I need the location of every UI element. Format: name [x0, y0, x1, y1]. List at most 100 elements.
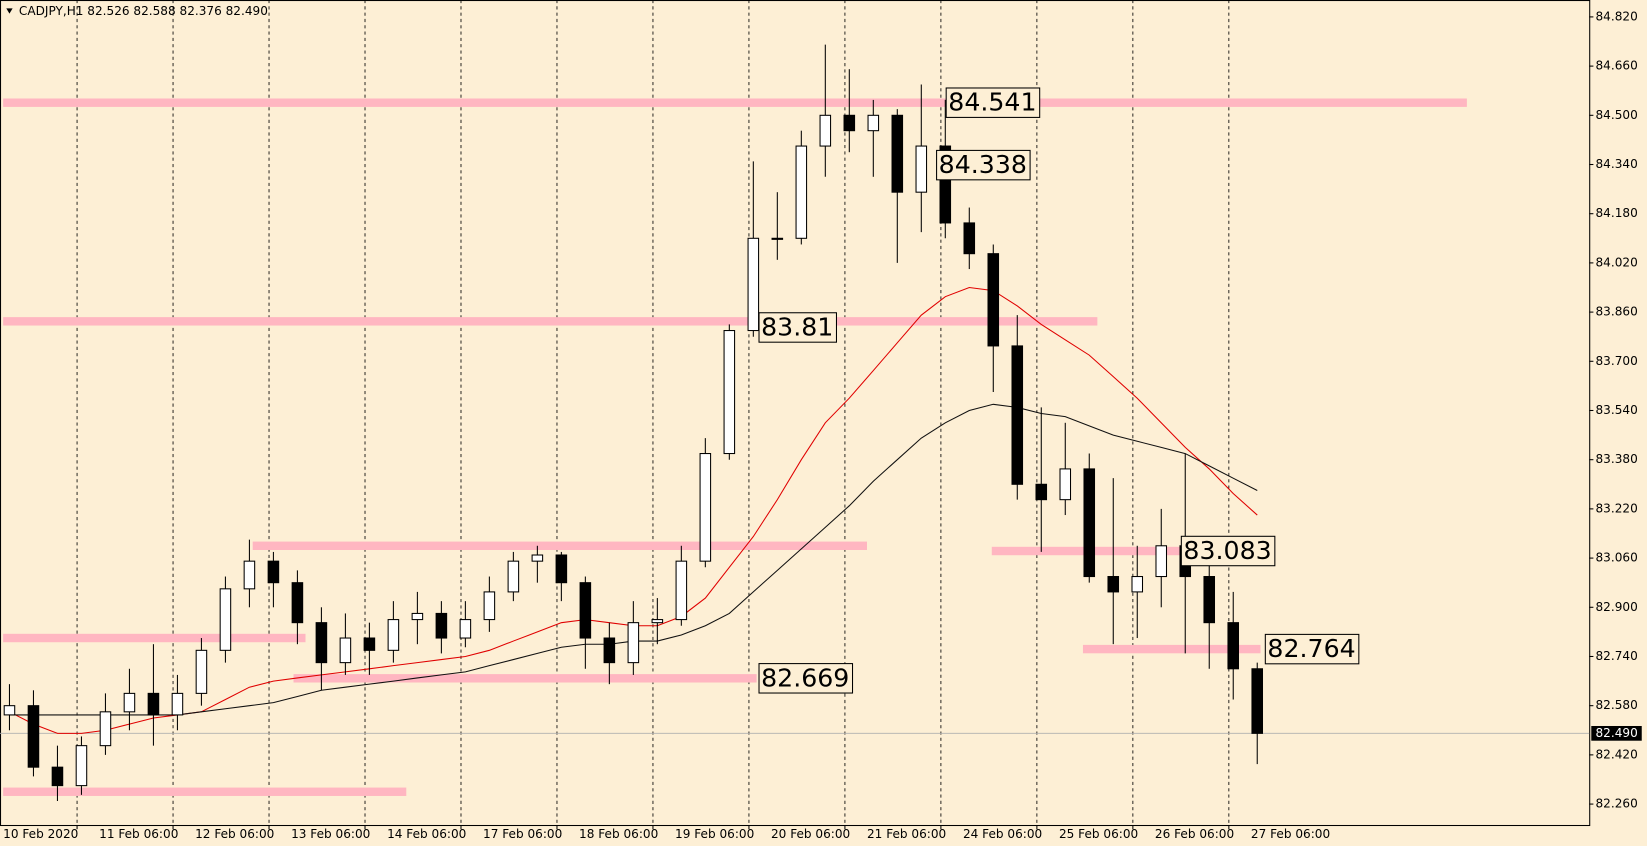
- candle-body: [651, 619, 664, 624]
- y-tick-label: 82.260: [1595, 797, 1637, 811]
- candle-body: [99, 711, 112, 747]
- menu-arrow: [6, 8, 13, 14]
- current-price-label: 82.490: [1595, 726, 1637, 740]
- x-tick-label: 13 Feb 06:00: [291, 827, 370, 841]
- candle-body: [963, 222, 976, 255]
- candle-body: [675, 560, 688, 621]
- y-tick-label: 84.500: [1595, 108, 1637, 122]
- candle-body: [699, 453, 712, 562]
- candle-body: [243, 560, 256, 590]
- zone: [1082, 644, 1261, 654]
- candle-body: [1059, 468, 1072, 501]
- candle-body: [1203, 576, 1216, 624]
- candle-body: [219, 588, 232, 651]
- candle-body: [267, 560, 280, 584]
- annotation-label: 82.764: [1267, 634, 1355, 663]
- candle-body: [627, 622, 640, 664]
- zone: [3, 787, 407, 796]
- candle-body: [555, 554, 568, 584]
- candle-body: [51, 766, 64, 787]
- y-tick-label: 84.660: [1595, 59, 1637, 73]
- candle-body: [939, 145, 952, 224]
- y-tick-label: 84.340: [1595, 157, 1637, 171]
- y-tick-label: 84.020: [1595, 255, 1637, 269]
- zone: [3, 98, 1467, 107]
- x-tick-label: 18 Feb 06:00: [579, 827, 658, 841]
- candle-body: [819, 114, 832, 147]
- candle-body: [75, 745, 88, 787]
- y-tick-label: 84.180: [1595, 206, 1637, 220]
- candle-body: [531, 554, 544, 562]
- y-tick-label: 84.820: [1595, 9, 1637, 23]
- annotation-label: 83.083: [1183, 536, 1271, 565]
- candle-body: [459, 619, 472, 639]
- annotation-label: 83.81: [761, 313, 833, 342]
- x-tick-label: 19 Feb 06:00: [675, 827, 754, 841]
- y-tick-label: 83.540: [1595, 403, 1637, 417]
- x-tick-label: 26 Feb 06:00: [1155, 827, 1234, 841]
- x-tick-label: 10 Feb 2020: [3, 827, 78, 841]
- candle-body: [771, 237, 784, 240]
- annotation-box: [945, 87, 1041, 118]
- annotation-label: 84.338: [939, 150, 1027, 179]
- zone: [3, 633, 306, 643]
- candle-body: [723, 330, 736, 455]
- candle-body: [987, 253, 1000, 347]
- x-tick-label: 21 Feb 06:00: [867, 827, 946, 841]
- zone: [3, 317, 1098, 326]
- candle-body: [435, 612, 448, 639]
- candle-body: [1227, 622, 1240, 670]
- annotation-box: [1180, 535, 1276, 567]
- y-tick-label: 83.220: [1595, 501, 1637, 515]
- x-tick-label: 24 Feb 06:00: [963, 827, 1042, 841]
- x-tick-label: 14 Feb 06:00: [387, 827, 466, 841]
- candle-body: [915, 145, 928, 193]
- candle-body: [147, 692, 160, 716]
- candle-body: [795, 145, 808, 239]
- y-tick-label: 83.860: [1595, 305, 1637, 319]
- candle-body: [867, 114, 880, 132]
- candle-body: [315, 622, 328, 664]
- x-tick-label: 17 Feb 06:00: [483, 827, 562, 841]
- candle-body: [27, 705, 40, 768]
- candle-body: [843, 114, 856, 132]
- x-tick-label: 25 Feb 06:00: [1059, 827, 1138, 841]
- zone: [293, 674, 757, 683]
- y-tick-label: 83.380: [1595, 452, 1637, 466]
- candle-body: [339, 637, 352, 664]
- candle-body: [483, 591, 496, 621]
- annotation-label: 82.669: [761, 663, 849, 692]
- candle-body: [1035, 483, 1048, 501]
- candle-body: [1083, 468, 1096, 578]
- candle-body: [171, 692, 184, 716]
- x-tick-label: 20 Feb 06:00: [771, 827, 850, 841]
- zone: [252, 541, 867, 550]
- chart-title: CADJPY,H1 82.526 82.588 82.376 82.490: [19, 4, 268, 18]
- x-tick-label: 11 Feb 06:00: [99, 827, 178, 841]
- annotation-label: 84.541: [948, 88, 1036, 117]
- y-tick-label: 82.580: [1595, 698, 1637, 712]
- candle-body: [891, 114, 904, 193]
- annotation-box: [758, 312, 838, 343]
- candle-body: [1011, 345, 1024, 485]
- y-tick-label: 82.740: [1595, 649, 1637, 663]
- candle-body: [1131, 576, 1144, 593]
- annotation-box: [1264, 633, 1360, 665]
- candle-body: [363, 637, 376, 651]
- candle-body: [507, 560, 520, 593]
- candle-body: [3, 705, 16, 716]
- candle-body: [291, 582, 304, 624]
- candle-body: [411, 612, 424, 621]
- current-price-box: [1591, 725, 1642, 741]
- plot-frame: [0, 0, 1591, 827]
- candle-body: [195, 649, 208, 694]
- y-tick-label: 83.060: [1595, 551, 1637, 565]
- candle-body: [579, 582, 592, 639]
- y-tick-label: 82.900: [1595, 600, 1637, 614]
- y-tick-label: 82.420: [1595, 747, 1637, 761]
- annotation-box: [758, 663, 854, 694]
- candle-body: [1107, 576, 1120, 593]
- x-tick-label: 12 Feb 06:00: [195, 827, 274, 841]
